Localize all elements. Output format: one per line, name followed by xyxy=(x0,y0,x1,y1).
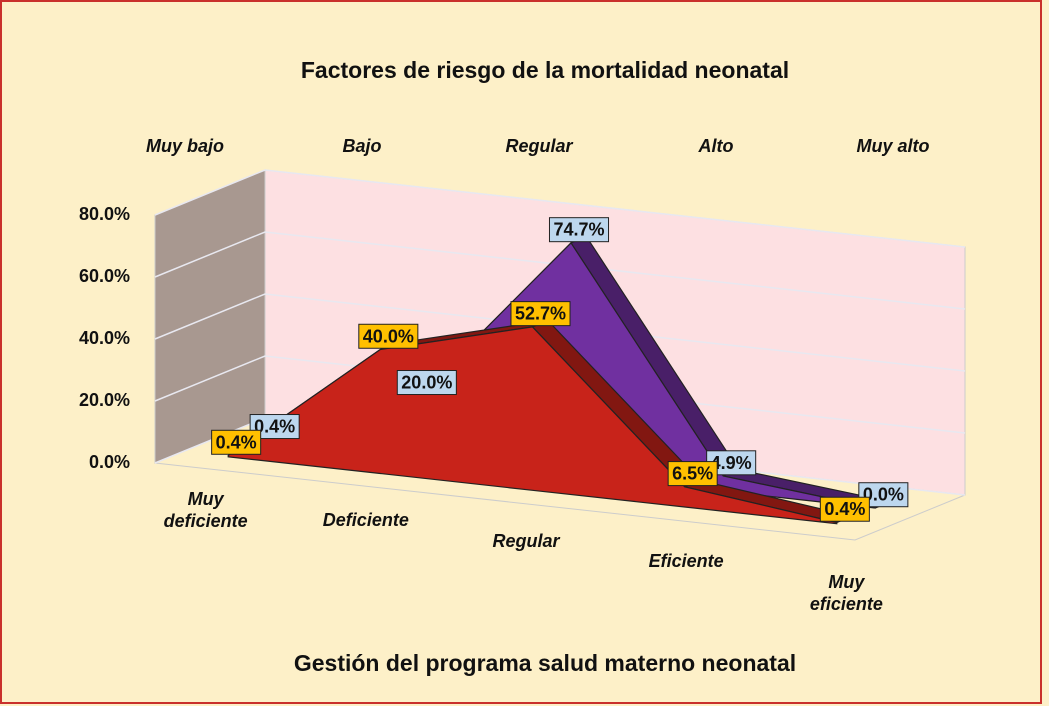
x-tick-label: Regular xyxy=(492,530,560,551)
series-axis-label: Muy bajo xyxy=(146,136,224,156)
data-label: 6.5% xyxy=(672,464,713,484)
x-tick-label: Eficiente xyxy=(648,551,724,572)
data-label-box xyxy=(819,496,870,522)
data-label-box xyxy=(396,370,457,396)
data-label-box xyxy=(358,323,419,349)
data-label: 20.0% xyxy=(401,373,452,393)
data-label-box xyxy=(211,429,262,455)
data-label: 4.9% xyxy=(711,453,752,473)
y-tick-label: 20.0% xyxy=(79,390,130,410)
data-label: 0.4% xyxy=(216,432,257,452)
chart-title: Factores de riesgo de la mortalidad neon… xyxy=(301,57,789,83)
data-label: 0.0% xyxy=(863,485,904,505)
x-tick-label: Deficiente xyxy=(322,509,409,530)
grid-line xyxy=(154,231,966,310)
area xyxy=(227,326,838,525)
series-axis-label: Muy alto xyxy=(856,136,929,156)
data-label-box xyxy=(510,301,571,327)
data-label-box xyxy=(548,217,610,243)
y-tick-label: 40.0% xyxy=(79,328,130,348)
x-tick-label: Muy eficiente xyxy=(809,571,883,614)
grid-line xyxy=(154,355,966,434)
y-tick-label: 60.0% xyxy=(79,266,130,286)
grid-line xyxy=(154,293,966,372)
x-axis-title: Gestión del programa salud materno neona… xyxy=(294,650,796,676)
data-label-box xyxy=(667,461,718,487)
data-label: 52.7% xyxy=(515,304,566,324)
series-axis-label: Bajo xyxy=(342,136,381,156)
data-label: 74.7% xyxy=(553,220,604,240)
x-tick-label: Muy deficiente xyxy=(163,489,248,532)
y-tick-label: 80.0% xyxy=(79,204,130,224)
data-label: 0.4% xyxy=(824,499,865,519)
series-axis-label: Regular xyxy=(505,136,573,156)
data-label: 0.4% xyxy=(254,417,295,437)
data-label: 40.0% xyxy=(363,326,414,346)
grid-line xyxy=(154,169,966,248)
y-tick-label: 0.0% xyxy=(89,452,130,472)
series-axis-label: Alto xyxy=(698,136,734,156)
